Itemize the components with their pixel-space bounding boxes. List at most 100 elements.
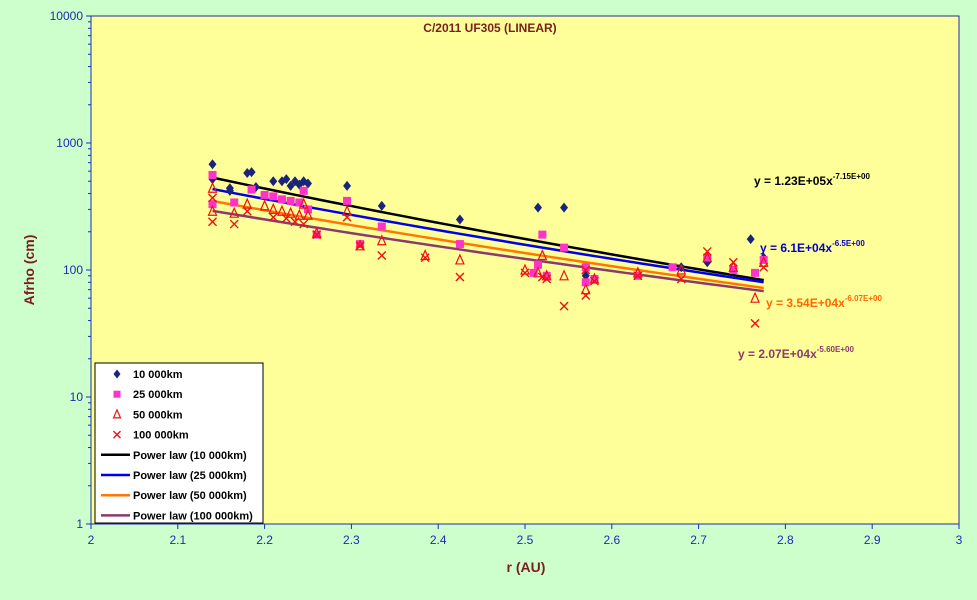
data-point: [281, 213, 291, 223]
data-point: [282, 174, 291, 185]
data-point: [268, 202, 279, 215]
trend-equation-main: y = 3.54E+04x: [766, 296, 845, 310]
data-point: [286, 180, 295, 191]
x-tick-label: 3: [956, 533, 963, 547]
data-point: [703, 253, 712, 262]
x-tick-label: 2.5: [517, 533, 534, 547]
legend-label: Power law (25 000km): [133, 470, 247, 482]
x-tick-label: 2.7: [690, 533, 707, 547]
y-tick-label: 1: [76, 517, 83, 531]
data-point: [208, 170, 217, 179]
x-tick-label: 2: [88, 533, 95, 547]
data-point: [520, 263, 530, 275]
data-point: [269, 176, 278, 187]
legend-label: Power law (100 000km): [133, 510, 253, 522]
x-axis-label: r (AU): [507, 559, 546, 575]
data-point: [590, 274, 599, 283]
data-point: [113, 369, 121, 379]
data-point: [534, 202, 543, 213]
data-point: [746, 234, 755, 245]
data-point: [286, 196, 295, 205]
y-tick-label: 1000: [56, 136, 83, 150]
data-point: [668, 263, 677, 272]
data-point: [581, 263, 590, 272]
data-point: [759, 262, 769, 272]
trend-equation-main: y = 1.23E+05x: [754, 174, 833, 188]
data-point: [529, 268, 538, 277]
data-point: [299, 219, 309, 229]
data-point: [207, 204, 218, 216]
data-point: [759, 255, 768, 264]
data-point: [560, 202, 569, 213]
data-point: [113, 430, 121, 439]
trend-equations: y = 1.23E+05x-7.15E+00 y = 6.1E+04x-6.5E+…: [738, 172, 882, 361]
data-point: [342, 212, 352, 222]
y-tick-label: 10: [70, 390, 84, 404]
data-point: [113, 390, 121, 398]
data-point: [702, 246, 712, 256]
trend-equation: y = 3.54E+04x-6.07E+00: [766, 294, 882, 310]
data-point: [229, 219, 239, 229]
x-tick-label: 2.4: [430, 533, 447, 547]
data-point: [420, 253, 430, 263]
data-point: [377, 200, 386, 211]
data-point: [702, 251, 713, 263]
data-point: [633, 271, 643, 281]
y-tick-label: 10000: [50, 9, 84, 23]
data-point: [533, 266, 543, 278]
data-point: [208, 200, 217, 209]
data-point: [728, 260, 739, 272]
data-point: [560, 243, 569, 252]
data-point: [208, 193, 218, 203]
data-point: [259, 199, 270, 211]
data-point: [312, 230, 322, 240]
data-point: [303, 208, 313, 220]
data-points: [207, 159, 769, 328]
data-point: [750, 318, 760, 328]
data-point: [559, 269, 569, 281]
data-point: [520, 268, 530, 278]
trend-equation: y = 1.23E+05x-7.15E+00: [754, 172, 870, 188]
data-point: [295, 198, 304, 207]
trend-equation-main: y = 2.07E+04x: [738, 347, 817, 361]
data-point: [542, 274, 552, 284]
data-point: [581, 278, 590, 287]
data-point: [455, 240, 464, 249]
trend-equation: y = 2.07E+04x-5.60E+00: [738, 345, 854, 361]
data-point: [207, 181, 218, 193]
data-point: [581, 290, 591, 300]
data-point: [580, 283, 591, 295]
trend-equation: y = 6.1E+04x-6.5E+00: [760, 239, 865, 255]
data-point: [225, 185, 234, 196]
data-point: [559, 301, 569, 311]
legend: 10 000km 25 000km 50 000km 100 000km Power l…: [94, 362, 264, 524]
data-point: [455, 272, 465, 282]
data-point: [454, 253, 465, 265]
x-tick-label: 2.3: [343, 533, 360, 547]
data-point: [298, 197, 309, 209]
data-point: [208, 217, 218, 227]
trend-equation-exponent: -5.60E+00: [817, 345, 855, 354]
data-point: [290, 217, 300, 227]
data-point: [676, 274, 686, 284]
data-point: [542, 271, 551, 280]
data-point: [728, 257, 738, 267]
data-point: [342, 204, 352, 216]
data-point: [343, 180, 352, 191]
trend-equation-exponent: -6.07E+00: [845, 294, 883, 303]
legend-label: 100 000km: [133, 430, 189, 442]
legend-label: 50 000km: [133, 409, 183, 421]
data-point: [355, 241, 365, 251]
data-point: [277, 204, 287, 216]
data-point: [676, 263, 687, 275]
data-point: [632, 266, 643, 278]
x-tick-label: 2.6: [603, 533, 620, 547]
data-point: [260, 190, 269, 199]
data-point: [538, 230, 547, 239]
data-point: [242, 197, 253, 209]
data-point: [247, 167, 256, 178]
trend-equation-main: y = 6.1E+04x: [760, 241, 832, 255]
data-point: [455, 214, 464, 225]
